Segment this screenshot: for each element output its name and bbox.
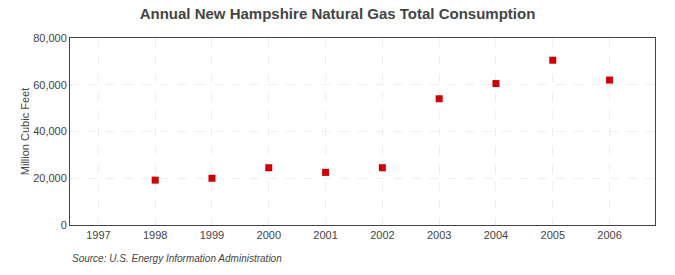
svg-text:80,000: 80,000	[33, 32, 67, 44]
svg-text:1999: 1999	[200, 229, 224, 241]
svg-text:2003: 2003	[427, 229, 451, 241]
svg-text:2004: 2004	[484, 229, 508, 241]
svg-text:0: 0	[61, 219, 67, 231]
svg-text:2000: 2000	[257, 229, 281, 241]
svg-text:Annual New Hampshire Natural G: Annual New Hampshire Natural Gas Total C…	[140, 5, 536, 22]
svg-text:2002: 2002	[370, 229, 394, 241]
svg-text:20,000: 20,000	[33, 172, 67, 184]
svg-text:60,000: 60,000	[33, 79, 67, 91]
svg-text:Million Cubic Feet: Million Cubic Feet	[19, 88, 31, 175]
svg-text:Source: U.S. Energy Informatio: Source: U.S. Energy Information Administ…	[72, 253, 282, 264]
svg-text:40,000: 40,000	[33, 125, 67, 137]
svg-text:2001: 2001	[313, 229, 337, 241]
svg-text:1997: 1997	[86, 229, 110, 241]
svg-text:1998: 1998	[143, 229, 167, 241]
svg-text:2006: 2006	[597, 229, 621, 241]
svg-text:2005: 2005	[541, 229, 565, 241]
